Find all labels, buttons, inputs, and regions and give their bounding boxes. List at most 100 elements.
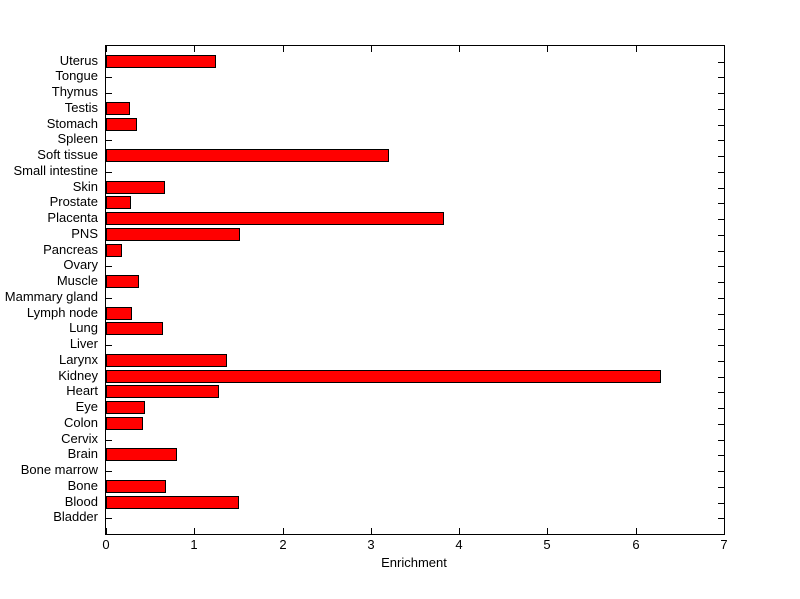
y-tick-label: Muscle bbox=[56, 273, 98, 288]
x-tick-mark bbox=[724, 46, 725, 52]
bar bbox=[106, 196, 131, 209]
y-tick-label: Prostate bbox=[49, 194, 98, 209]
y-tick-label: Soft tissue bbox=[37, 147, 98, 162]
y-tick-label: Testis bbox=[64, 100, 98, 115]
bar bbox=[106, 212, 444, 225]
y-tick-mark bbox=[718, 440, 724, 441]
x-tick-mark bbox=[547, 46, 548, 52]
y-tick-label: Colon bbox=[64, 415, 98, 430]
bar bbox=[106, 496, 239, 509]
bar bbox=[106, 228, 240, 241]
y-tick-mark bbox=[106, 266, 112, 267]
y-tick-mark bbox=[718, 424, 724, 425]
x-tick-label: 2 bbox=[279, 537, 287, 552]
y-tick-label: Spleen bbox=[57, 131, 98, 146]
y-tick-label: Tongue bbox=[55, 68, 98, 83]
bar bbox=[106, 181, 165, 194]
y-tick-mark bbox=[718, 487, 724, 488]
y-tick-mark bbox=[718, 471, 724, 472]
y-tick-mark bbox=[718, 282, 724, 283]
y-tick-mark bbox=[106, 172, 112, 173]
y-tick-mark bbox=[106, 440, 112, 441]
y-tick-mark bbox=[718, 125, 724, 126]
y-tick-label: Bone marrow bbox=[20, 462, 98, 477]
bar bbox=[106, 322, 163, 335]
y-tick-mark bbox=[718, 77, 724, 78]
y-tick-mark bbox=[718, 408, 724, 409]
y-tick-label: Thymus bbox=[51, 84, 98, 99]
y-tick-label: Placenta bbox=[47, 210, 98, 225]
y-tick-label: Uterus bbox=[59, 53, 98, 68]
x-tick-mark bbox=[106, 46, 107, 52]
bar bbox=[106, 102, 130, 115]
x-tick-mark bbox=[547, 528, 548, 534]
x-tick-label: 7 bbox=[720, 537, 728, 552]
y-tick-mark bbox=[718, 140, 724, 141]
y-tick-mark bbox=[718, 298, 724, 299]
x-tick-mark bbox=[636, 528, 637, 534]
bar bbox=[106, 55, 216, 68]
bar bbox=[106, 401, 145, 414]
y-tick-label: Heart bbox=[66, 383, 98, 398]
y-tick-label: Eye bbox=[75, 399, 98, 414]
y-tick-mark bbox=[718, 361, 724, 362]
x-tick-mark bbox=[371, 528, 372, 534]
y-tick-mark bbox=[106, 93, 112, 94]
x-tick-mark bbox=[459, 46, 460, 52]
y-tick-label: PNS bbox=[71, 226, 98, 241]
y-tick-label: Blood bbox=[64, 494, 98, 509]
y-tick-mark bbox=[718, 93, 724, 94]
y-tick-label: Skin bbox=[72, 179, 98, 194]
bar bbox=[106, 307, 132, 320]
x-tick-label: 6 bbox=[632, 537, 640, 552]
y-tick-mark bbox=[718, 203, 724, 204]
y-tick-label: Mammary gland bbox=[4, 289, 98, 304]
y-tick-label: Kidney bbox=[58, 368, 98, 383]
x-tick-mark bbox=[283, 528, 284, 534]
y-tick-label: Lung bbox=[69, 320, 98, 335]
bar bbox=[106, 149, 389, 162]
y-tick-mark bbox=[106, 298, 112, 299]
bar bbox=[106, 448, 177, 461]
y-tick-mark bbox=[718, 329, 724, 330]
y-tick-label: Bone bbox=[67, 478, 98, 493]
y-tick-label: Larynx bbox=[58, 352, 98, 367]
y-tick-mark bbox=[106, 471, 112, 472]
y-tick-label: Liver bbox=[69, 336, 98, 351]
x-axis-label: Enrichment bbox=[381, 555, 447, 570]
bar bbox=[106, 244, 122, 257]
y-tick-mark bbox=[718, 62, 724, 63]
bar bbox=[106, 385, 219, 398]
y-tick-mark bbox=[106, 77, 112, 78]
y-tick-mark bbox=[718, 392, 724, 393]
y-tick-mark bbox=[106, 345, 112, 346]
x-tick-mark bbox=[194, 528, 195, 534]
x-tick-label: 0 bbox=[102, 537, 110, 552]
y-tick-mark bbox=[718, 156, 724, 157]
x-tick-mark bbox=[724, 528, 725, 534]
x-tick-label: 5 bbox=[543, 537, 551, 552]
y-tick-mark bbox=[718, 518, 724, 519]
y-tick-label: Cervix bbox=[61, 431, 98, 446]
x-tick-label: 4 bbox=[455, 537, 463, 552]
bar bbox=[106, 370, 661, 383]
y-tick-mark bbox=[718, 219, 724, 220]
x-tick-mark bbox=[459, 528, 460, 534]
x-tick-label: 3 bbox=[367, 537, 375, 552]
y-tick-mark bbox=[718, 503, 724, 504]
y-tick-mark bbox=[718, 377, 724, 378]
y-tick-mark bbox=[718, 345, 724, 346]
y-tick-label: Stomach bbox=[46, 116, 98, 131]
y-tick-mark bbox=[718, 109, 724, 110]
x-tick-mark bbox=[636, 46, 637, 52]
bar bbox=[106, 275, 139, 288]
y-tick-mark bbox=[106, 518, 112, 519]
y-tick-label: Brain bbox=[67, 446, 98, 461]
bar bbox=[106, 480, 166, 493]
x-tick-mark bbox=[283, 46, 284, 52]
bar bbox=[106, 118, 137, 131]
y-tick-mark bbox=[718, 172, 724, 173]
y-tick-label: Lymph node bbox=[26, 305, 98, 320]
y-tick-label: Bladder bbox=[53, 509, 98, 524]
